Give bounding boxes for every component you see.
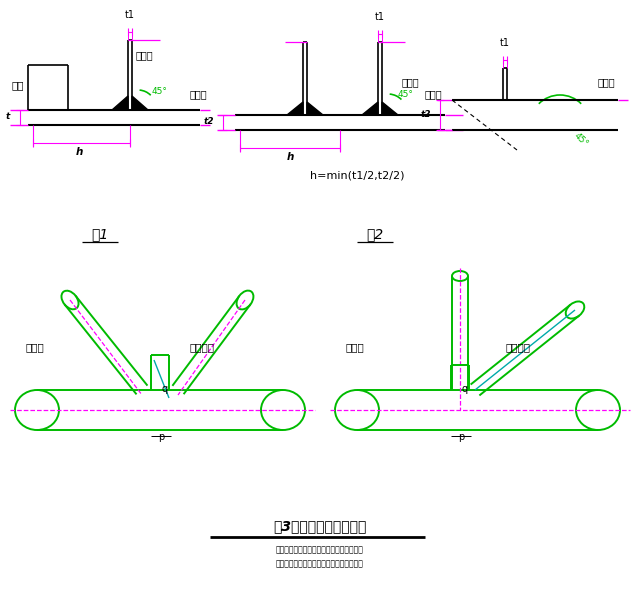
Text: h: h [286,152,294,162]
Text: q: q [462,384,468,394]
Text: t1: t1 [375,12,385,22]
Text: t1: t1 [125,10,135,20]
Polygon shape [362,102,378,115]
Polygon shape [307,102,323,115]
Text: 图1: 图1 [92,227,109,241]
Text: 45°: 45° [152,87,168,96]
Text: 搭接管: 搭接管 [345,342,364,352]
Text: p: p [458,432,464,442]
Text: 被搭接管: 被搭接管 [190,342,215,352]
Text: 节点板: 节点板 [190,89,207,99]
Text: 被搭接管: 被搭接管 [505,342,530,352]
Text: 图2: 图2 [366,227,383,241]
Text: 45°: 45° [572,131,589,149]
Text: 节点板: 节点板 [136,50,154,60]
Text: 搭接管数量超过一定数量时，应采用搭接管: 搭接管数量超过一定数量时，应采用搭接管 [276,559,364,568]
Text: h: h [76,147,83,157]
Text: 节点板: 节点板 [402,77,420,87]
Text: 节点板: 节点板 [425,89,443,99]
Text: 钢管: 钢管 [12,80,24,90]
Text: p: p [158,432,164,442]
Text: 搭接管数量超过一定数量时，应采用搭接管: 搭接管数量超过一定数量时，应采用搭接管 [276,545,364,554]
Text: t1: t1 [500,38,510,48]
Text: t2: t2 [420,110,431,119]
Text: t: t [6,112,10,121]
Text: 图3圆管节点搭接示意图: 图3圆管节点搭接示意图 [273,519,367,533]
Polygon shape [382,102,398,115]
Text: q: q [162,384,168,394]
Text: 45°: 45° [398,90,414,99]
Text: t2: t2 [204,117,214,126]
Polygon shape [112,96,128,110]
Text: h=min(t1/2,t2/2): h=min(t1/2,t2/2) [310,170,404,180]
Polygon shape [132,96,148,110]
Text: 搭接管: 搭接管 [25,342,44,352]
Polygon shape [287,102,303,115]
Text: 节点板: 节点板 [598,77,616,87]
